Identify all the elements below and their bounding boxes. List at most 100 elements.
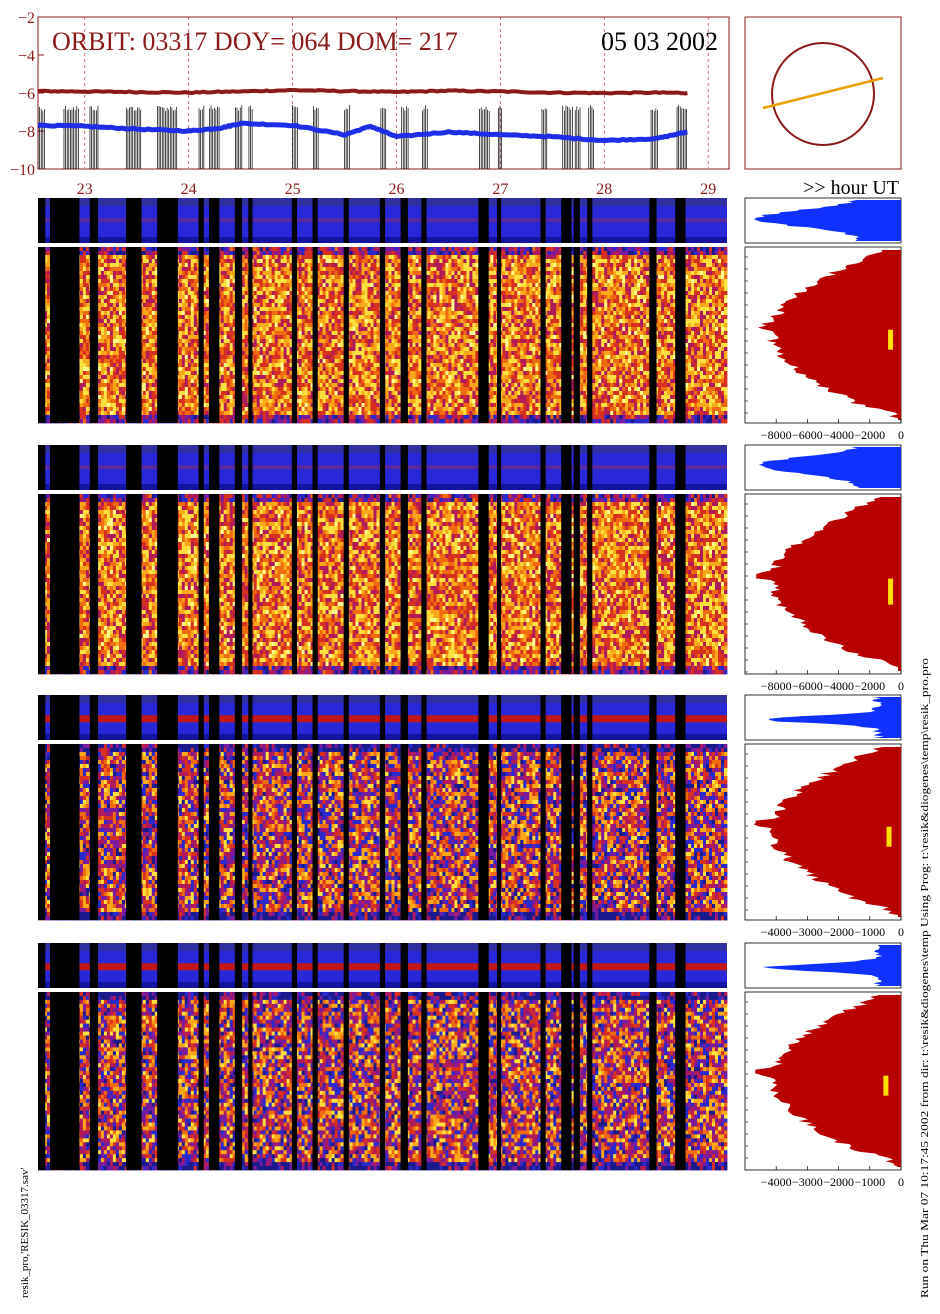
data-gap-column bbox=[421, 494, 426, 674]
data-gap-marks bbox=[480, 107, 490, 169]
data-gap-column bbox=[313, 247, 318, 423]
data-gap-column bbox=[157, 943, 178, 988]
data-gap-column bbox=[235, 943, 242, 988]
data-gap-column bbox=[478, 992, 488, 1170]
data-gap-column bbox=[497, 198, 501, 243]
x-tick-label: 25 bbox=[285, 181, 301, 198]
data-gap-column bbox=[574, 198, 580, 243]
data-gap-column bbox=[478, 744, 488, 920]
data-gap-marks bbox=[90, 106, 98, 169]
data-gap-column bbox=[90, 198, 98, 243]
profile-x-tick-label: −8000 bbox=[761, 428, 792, 442]
data-gap-column bbox=[209, 445, 219, 490]
data-gap-column bbox=[248, 198, 252, 243]
spectrogram-panel bbox=[38, 198, 727, 423]
data-gap-column bbox=[561, 695, 571, 740]
data-gap-column bbox=[209, 494, 219, 674]
data-gap-column bbox=[574, 992, 580, 1170]
data-gap-column bbox=[199, 494, 204, 674]
data-gap-column bbox=[574, 744, 580, 920]
data-gap-column bbox=[235, 744, 242, 920]
data-gap-column bbox=[497, 943, 501, 988]
data-gap-column bbox=[401, 494, 408, 674]
profile-x-tick-label: 0 bbox=[898, 428, 904, 442]
data-gap-column bbox=[478, 247, 488, 423]
data-gap-column bbox=[675, 695, 685, 740]
data-gap-column bbox=[90, 445, 98, 490]
profile-x-tick-label: −4000 bbox=[761, 925, 792, 939]
data-gap-column bbox=[313, 198, 318, 243]
data-gap-column bbox=[248, 494, 252, 674]
data-gap-column bbox=[421, 695, 426, 740]
data-gap-column bbox=[675, 247, 685, 423]
data-gap-column bbox=[561, 744, 571, 920]
profile-x-tick-label: −4000 bbox=[823, 428, 854, 442]
data-gap-column bbox=[248, 943, 252, 988]
data-gap-column bbox=[38, 992, 45, 1170]
y-tick-label: −6 bbox=[18, 86, 35, 103]
data-gap-column bbox=[421, 445, 426, 490]
data-gap-column bbox=[38, 494, 45, 674]
data-gap-column bbox=[401, 198, 408, 243]
left-caption: resik_pro,'RESIK_03317.sav' bbox=[19, 1168, 31, 1298]
data-gap-column bbox=[235, 198, 242, 243]
data-gap-column bbox=[199, 198, 204, 243]
y-tick-label: −4 bbox=[18, 48, 35, 65]
data-gap-column bbox=[235, 247, 242, 423]
spectrogram-panel bbox=[38, 695, 727, 920]
data-gap-column bbox=[574, 247, 580, 423]
data-gap-column bbox=[478, 445, 488, 490]
date-label: 05 03 2002 bbox=[601, 27, 718, 56]
data-gap-column bbox=[292, 445, 297, 490]
data-gap-column bbox=[541, 744, 546, 920]
data-gap-column bbox=[126, 992, 142, 1170]
data-gap-column bbox=[574, 943, 580, 988]
data-gap-marks bbox=[498, 106, 501, 169]
data-gap-column bbox=[675, 198, 685, 243]
data-gap-column bbox=[90, 247, 98, 423]
data-gap-column bbox=[561, 494, 571, 674]
data-gap-column bbox=[209, 744, 219, 920]
data-gap-column bbox=[587, 198, 592, 243]
data-gap-column bbox=[478, 943, 488, 988]
data-gap-column bbox=[541, 198, 546, 243]
data-gap-column bbox=[209, 695, 219, 740]
data-gap-column bbox=[541, 247, 546, 423]
data-gap-column bbox=[541, 992, 546, 1170]
data-gap-column bbox=[38, 445, 45, 490]
data-gap-column bbox=[90, 494, 98, 674]
data-gap-column bbox=[235, 695, 242, 740]
data-gap-marks bbox=[209, 106, 219, 169]
data-gap-column bbox=[649, 445, 656, 490]
data-gap-column bbox=[50, 943, 72, 988]
data-gap-column bbox=[561, 247, 571, 423]
data-gap-column bbox=[421, 744, 426, 920]
data-gap-column bbox=[401, 247, 408, 423]
data-gap-column bbox=[675, 992, 685, 1170]
data-gap-column bbox=[209, 943, 219, 988]
data-gap-column bbox=[344, 943, 349, 988]
data-gap-column bbox=[587, 247, 592, 423]
data-gap-column bbox=[90, 695, 98, 740]
profile-x-tick-label: −1000 bbox=[854, 1175, 885, 1189]
data-gap-column bbox=[380, 494, 385, 674]
data-gap-column bbox=[38, 744, 45, 920]
data-gap-column bbox=[292, 744, 297, 920]
data-gap-column bbox=[649, 494, 656, 674]
data-gap-marks bbox=[313, 106, 318, 169]
data-gap-column bbox=[199, 744, 204, 920]
data-gap-column bbox=[561, 198, 571, 243]
data-gap-column bbox=[344, 198, 349, 243]
profile-x-tick-label: −3000 bbox=[792, 925, 823, 939]
data-gap-column bbox=[38, 247, 45, 423]
data-gap-column bbox=[126, 744, 142, 920]
x-tick-label: 23 bbox=[77, 181, 93, 198]
data-gap-column bbox=[50, 445, 72, 490]
data-gap-column bbox=[497, 247, 501, 423]
data-gap-column bbox=[248, 744, 252, 920]
spectrogram-panel bbox=[38, 943, 727, 1170]
data-gap-column bbox=[649, 247, 656, 423]
data-gap-column bbox=[50, 992, 72, 1170]
